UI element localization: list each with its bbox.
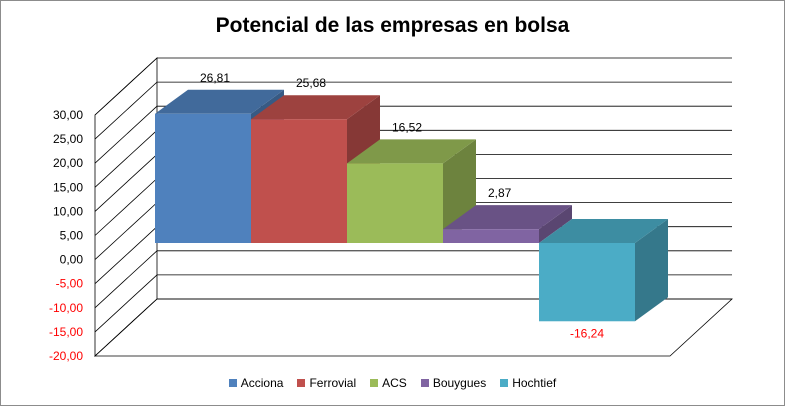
bar-side: [539, 205, 572, 243]
y-tick-label: 20,00: [53, 156, 83, 170]
legend-label: Acciona: [240, 376, 284, 390]
legend-swatch: [370, 379, 379, 387]
bar-front: [539, 243, 635, 322]
y-axis-ticks: 30,00 25,00 20,00 15,00 10,00 5,00 0,00 -5,00 -1…: [49, 108, 83, 363]
legend-item-acciona: Acciona: [228, 376, 284, 390]
legend-label: Ferrovial: [309, 376, 357, 390]
gridline: [94, 105, 732, 164]
bar-top: [155, 89, 284, 114]
bar-top: [443, 205, 572, 230]
y-tick-label: -20,00: [49, 349, 83, 363]
y-tick-label: 25,00: [53, 132, 83, 146]
legend-item-ferrovial: Ferrovial: [297, 376, 356, 390]
y-tick-label: -15,00: [49, 325, 83, 339]
bar-top: [347, 139, 476, 164]
data-label: 26,81: [200, 71, 230, 85]
bar-front: [155, 113, 251, 243]
bar-front: [443, 229, 539, 243]
data-label: -16,24: [570, 326, 604, 340]
bar-front: [251, 119, 347, 243]
y-tick-label: 30,00: [53, 108, 83, 122]
legend-label: Bouygues: [432, 376, 487, 390]
gridline: [94, 57, 732, 116]
chart-title: Potencial de las empresas en bolsa: [215, 14, 570, 37]
y-tick-label: -10,00: [49, 301, 83, 315]
chart-bars: [155, 89, 668, 322]
legend-item-acs: ACS: [370, 376, 407, 390]
data-label: 2,87: [488, 186, 512, 200]
legend-item-hochtief: Hochtief: [500, 376, 556, 390]
legend-swatch: [420, 379, 429, 387]
legend-item-bouygues: Bouygues: [420, 376, 487, 390]
y-tick-label: 5,00: [60, 229, 84, 243]
bar-front: [347, 163, 443, 243]
y-tick-label: 10,00: [53, 204, 83, 218]
y-tick-label: 15,00: [53, 180, 83, 194]
bar-side: [635, 219, 668, 322]
y-tick-label: -5,00: [56, 277, 84, 291]
legend-swatch: [228, 379, 237, 387]
bar-hochtief: [539, 219, 668, 322]
legend-swatch: [500, 379, 509, 387]
y-tick-label: 0,00: [60, 253, 84, 267]
data-labels: 26,81 25,68 16,52 2,87 -16,24: [200, 71, 604, 341]
gridline: [94, 81, 732, 140]
bar-bouygues: [443, 205, 572, 243]
legend-label: Hochtief: [512, 376, 557, 390]
data-label: 25,68: [296, 76, 326, 90]
legend-swatch: [297, 379, 306, 387]
bar-top: [539, 219, 668, 243]
legend-label: ACS: [382, 376, 407, 390]
bar-top: [251, 95, 380, 120]
data-label: 16,52: [392, 120, 422, 134]
chart-legend: Acciona Ferrovial ACS Bouygues Hochtief: [0, 376, 785, 390]
